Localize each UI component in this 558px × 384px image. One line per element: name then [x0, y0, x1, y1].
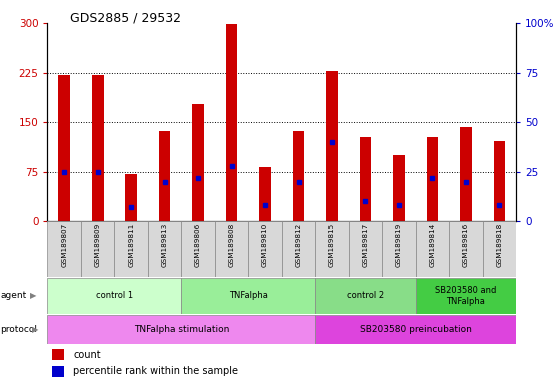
Text: SB203580 and
TNFalpha: SB203580 and TNFalpha — [435, 286, 497, 306]
Bar — [192, 104, 204, 221]
Text: GSM189816: GSM189816 — [463, 223, 469, 267]
Bar — [92, 74, 104, 221]
Bar — [259, 167, 271, 221]
Text: SB203580 preincubation: SB203580 preincubation — [360, 325, 472, 334]
Text: TNFalpha: TNFalpha — [229, 291, 268, 300]
Bar — [52, 366, 64, 377]
Text: GSM189818: GSM189818 — [497, 223, 502, 267]
Bar — [181, 221, 215, 277]
Text: count: count — [73, 349, 101, 359]
Bar — [47, 315, 315, 344]
Text: protocol: protocol — [1, 325, 37, 334]
Text: GSM189807: GSM189807 — [61, 223, 67, 267]
Bar — [393, 155, 405, 221]
Text: percentile rank within the sample: percentile rank within the sample — [73, 366, 238, 376]
Text: GDS2885 / 29532: GDS2885 / 29532 — [70, 12, 181, 25]
Bar — [52, 349, 64, 360]
Bar — [483, 221, 516, 277]
Bar — [47, 221, 81, 277]
Text: control 2: control 2 — [347, 291, 384, 300]
Bar — [460, 127, 472, 221]
Text: ▶: ▶ — [30, 291, 37, 300]
Bar — [47, 278, 181, 314]
Bar — [315, 315, 516, 344]
Text: TNFalpha stimulation: TNFalpha stimulation — [134, 325, 229, 334]
Bar — [326, 71, 338, 221]
Text: agent: agent — [1, 291, 27, 300]
Bar — [315, 278, 416, 314]
Text: GSM189819: GSM189819 — [396, 223, 402, 267]
Bar — [416, 278, 516, 314]
Text: GSM189817: GSM189817 — [363, 223, 368, 267]
Text: GSM189812: GSM189812 — [296, 223, 301, 267]
Text: GSM189811: GSM189811 — [128, 223, 134, 267]
Bar — [81, 221, 114, 277]
Bar — [359, 137, 371, 221]
Text: GSM189809: GSM189809 — [95, 223, 100, 267]
Bar — [282, 221, 315, 277]
Bar — [159, 131, 171, 221]
Bar — [225, 24, 238, 221]
Text: ▶: ▶ — [32, 325, 39, 334]
Bar — [181, 278, 315, 314]
Bar — [315, 221, 349, 277]
Text: GSM189808: GSM189808 — [229, 223, 234, 267]
Bar — [416, 221, 449, 277]
Bar — [382, 221, 416, 277]
Bar — [426, 137, 438, 221]
Text: GSM189815: GSM189815 — [329, 223, 335, 267]
Bar — [58, 74, 70, 221]
Bar — [449, 221, 483, 277]
Bar — [493, 141, 505, 221]
Text: control 1: control 1 — [96, 291, 133, 300]
Bar — [125, 174, 137, 221]
Bar — [292, 131, 304, 221]
Bar — [349, 221, 382, 277]
Bar — [215, 221, 248, 277]
Text: GSM189806: GSM189806 — [195, 223, 201, 267]
Bar — [148, 221, 181, 277]
Text: GSM189814: GSM189814 — [430, 223, 435, 267]
Text: GSM189810: GSM189810 — [262, 223, 268, 267]
Text: GSM189813: GSM189813 — [162, 223, 167, 267]
Bar — [114, 221, 148, 277]
Bar — [248, 221, 282, 277]
